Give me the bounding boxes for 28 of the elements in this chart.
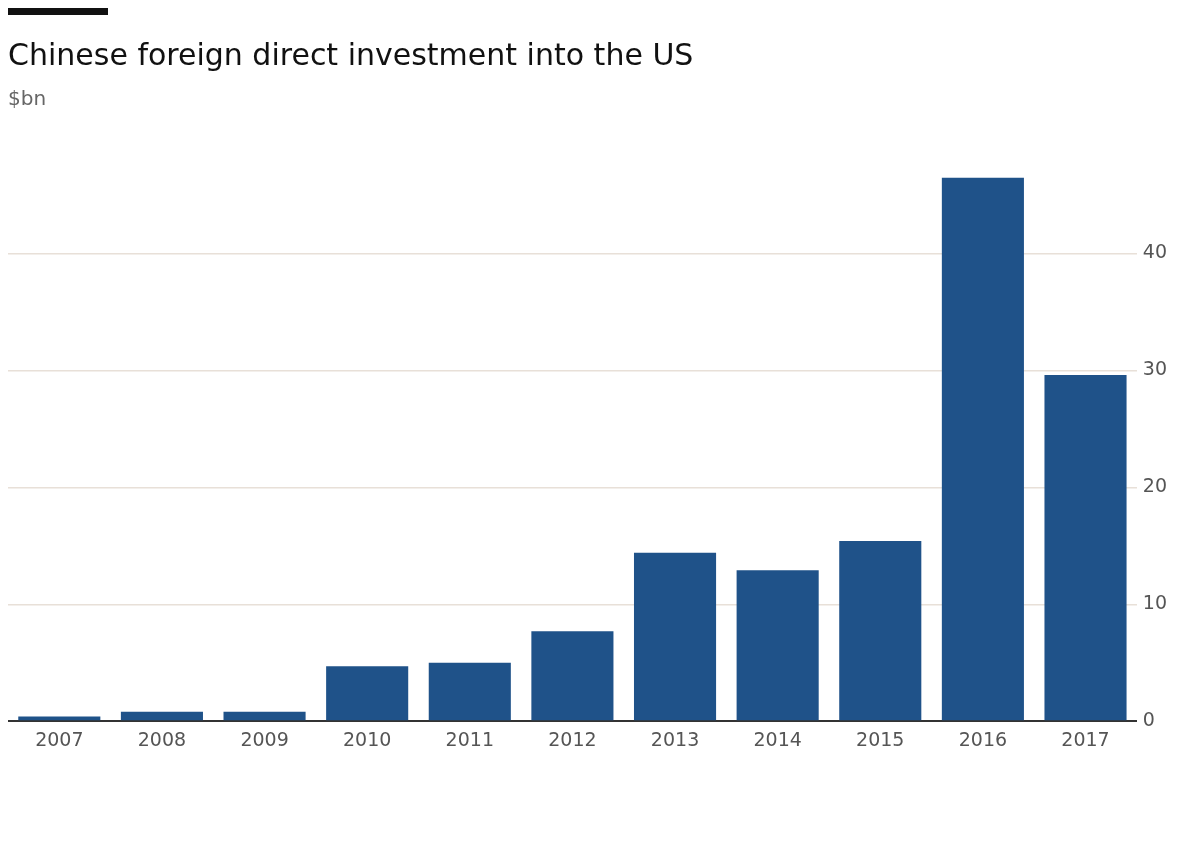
- bar: [120, 711, 203, 721]
- bar: [839, 541, 922, 721]
- y-tick-label: 30: [1142, 357, 1168, 380]
- bar: [428, 662, 511, 721]
- y-tick-label: 0: [1142, 708, 1155, 731]
- bar: [326, 666, 409, 721]
- y-tick-label: 20: [1142, 474, 1168, 497]
- text: $bn: [8, 86, 48, 110]
- bar: [736, 570, 819, 721]
- bar: [1044, 375, 1127, 721]
- y-tick-label: 10: [1142, 591, 1168, 614]
- x-tick-label: 2013: [650, 727, 700, 750]
- x-tick-label: 2010: [342, 727, 392, 750]
- x-tick-label: 2009: [240, 727, 289, 750]
- x-tick-label: 2012: [548, 727, 597, 750]
- bar: [941, 177, 1024, 721]
- chart-title: Chinese foreign direct investment into the US: [8, 37, 695, 72]
- x-tick-label: 2017: [1061, 727, 1110, 750]
- x-tick-label: 2016: [958, 727, 1008, 750]
- bar: [223, 711, 306, 721]
- x-tick-label: 2015: [856, 727, 905, 750]
- x-tick-label: 2014: [753, 727, 802, 750]
- bar: [531, 631, 614, 721]
- bar: [633, 552, 717, 721]
- x-tick-label: 2007: [35, 727, 84, 750]
- y-tick-label: 40: [1142, 240, 1168, 263]
- x-tick-label: 2008: [137, 727, 187, 750]
- x-tick-label: 2011: [445, 727, 494, 750]
